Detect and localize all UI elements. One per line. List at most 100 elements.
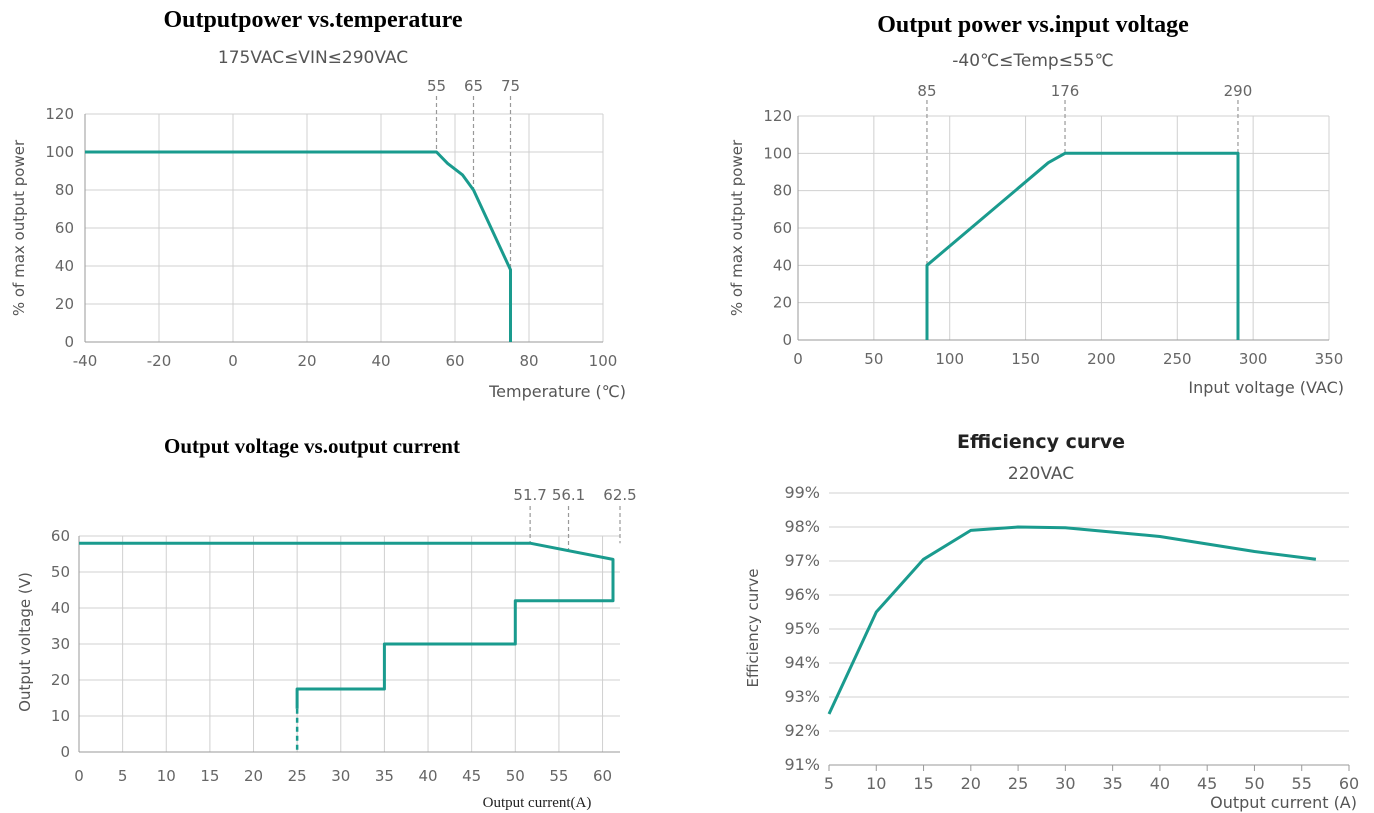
x-tick-label: 0: [228, 352, 238, 370]
y-tick-label: 0: [60, 743, 70, 761]
x-tick-label: 35: [1102, 774, 1122, 793]
x-tick-label: 50: [1244, 774, 1264, 793]
threshold-marker-label: 56.1: [552, 486, 585, 504]
y-tick-label: 98%: [784, 517, 820, 536]
threshold-marker-label: 55: [427, 77, 446, 95]
x-tick-label: 350: [1315, 350, 1344, 368]
x-tick-label: 100: [935, 350, 964, 368]
threshold-marker-label: 65: [464, 77, 483, 95]
threshold-marker-label: 176: [1051, 82, 1080, 100]
series-line: [79, 541, 615, 709]
y-axis-label: % of max output power: [728, 139, 746, 316]
x-tick-label: 40: [418, 767, 437, 785]
y-tick-label: 95%: [784, 619, 820, 638]
y-tick-label: 93%: [784, 687, 820, 706]
x-tick-label: 10: [157, 767, 176, 785]
x-tick-label: 55: [1292, 774, 1312, 793]
y-axis-label: Efficiency curve: [744, 568, 762, 687]
y-tick-label: 100: [45, 143, 74, 161]
x-tick-label: 50: [506, 767, 525, 785]
y-tick-label: 20: [773, 294, 792, 312]
x-tick-label: 40: [1150, 774, 1170, 793]
y-tick-label: 40: [51, 599, 70, 617]
series-line: [925, 151, 1240, 340]
x-tick-label: -40: [73, 352, 98, 370]
x-tick-label: 60: [1339, 774, 1359, 793]
x-tick-label: 0: [74, 767, 84, 785]
x-tick-label: 30: [331, 767, 350, 785]
series-line: [827, 525, 1317, 715]
y-tick-label: 94%: [784, 653, 820, 672]
y-tick-label: 0: [64, 333, 74, 351]
y-tick-label: 99%: [784, 483, 820, 502]
y-tick-label: 97%: [784, 551, 820, 570]
x-tick-label: 300: [1239, 350, 1268, 368]
x-tick-label: 25: [1008, 774, 1028, 793]
x-tick-label: -20: [147, 352, 172, 370]
y-tick-label: 60: [55, 219, 74, 237]
x-tick-label: 80: [519, 352, 538, 370]
x-tick-label: 50: [864, 350, 883, 368]
y-tick-label: 60: [773, 219, 792, 237]
x-tick-label: 5: [118, 767, 128, 785]
y-tick-label: 120: [763, 107, 792, 125]
y-axis-label: Output voltage (V): [16, 572, 34, 712]
y-tick-label: 50: [51, 563, 70, 581]
x-tick-label: 15: [913, 774, 933, 793]
x-tick-label: 25: [288, 767, 307, 785]
x-tick-label: 20: [297, 352, 316, 370]
x-tick-label: 250: [1163, 350, 1192, 368]
x-tick-label: 40: [371, 352, 390, 370]
x-tick-label: 30: [1055, 774, 1075, 793]
chart-eff: Efficiency curve 220VAC 91% 92% 93% 94% 95% 96%…: [744, 431, 1359, 812]
threshold-marker-label: 62.5: [603, 486, 636, 504]
chart-title: Output voltage vs.output current: [164, 434, 460, 458]
x-axis-label: Temperature (℃): [488, 382, 626, 401]
x-tick-label: 20: [961, 774, 981, 793]
x-tick-label: 150: [1011, 350, 1040, 368]
y-tick-label: 40: [773, 256, 792, 274]
y-tick-label: 40: [55, 257, 74, 275]
y-tick-label: 20: [51, 671, 70, 689]
x-tick-label: 35: [375, 767, 394, 785]
x-tick-label: 45: [462, 767, 481, 785]
threshold-marker-label: 85: [917, 82, 936, 100]
y-tick-label: 100: [763, 144, 792, 162]
series-line: [85, 150, 512, 342]
chart-temp: Outputpower vs.temperature 175VAC≤VIN≤290…: [10, 7, 626, 401]
chart-title: Outputpower vs.temperature: [163, 7, 462, 33]
chart-subtitle: 175VAC≤VIN≤290VAC: [218, 48, 408, 68]
x-tick-label: 5: [824, 774, 834, 793]
x-tick-label: 10: [866, 774, 886, 793]
y-tick-label: 80: [773, 182, 792, 200]
chart-title: Efficiency curve: [957, 431, 1125, 453]
y-tick-label: 20: [55, 295, 74, 313]
threshold-marker-label: 290: [1224, 82, 1253, 100]
x-axis-label: Input voltage (VAC): [1188, 378, 1344, 397]
chart-subtitle: -40℃≤Temp≤55℃: [952, 51, 1113, 71]
y-tick-label: 96%: [784, 585, 820, 604]
x-axis-label: Output current(A): [483, 795, 592, 811]
chart-iout: Output voltage vs.output current 0 10 20 30 4…: [16, 434, 637, 811]
chart-subtitle: 220VAC: [1008, 464, 1074, 484]
chart-title: Output power vs.input voltage: [877, 12, 1189, 38]
y-tick-label: 60: [51, 527, 70, 545]
x-axis-label: Output current (A): [1210, 793, 1357, 812]
x-tick-label: 0: [793, 350, 803, 368]
x-tick-label: 60: [445, 352, 464, 370]
x-tick-label: 45: [1197, 774, 1217, 793]
x-tick-label: 55: [549, 767, 568, 785]
threshold-marker-label: 75: [501, 77, 520, 95]
y-tick-label: 120: [45, 105, 74, 123]
x-tick-label: 15: [200, 767, 219, 785]
y-tick-label: 92%: [784, 721, 820, 740]
y-tick-label: 0: [782, 331, 792, 349]
y-tick-label: 30: [51, 635, 70, 653]
y-tick-label: 80: [55, 181, 74, 199]
threshold-marker-label: 51.7: [513, 486, 546, 504]
y-tick-label: 10: [51, 707, 70, 725]
x-tick-label: 20: [244, 767, 263, 785]
x-tick-label: 100: [589, 352, 618, 370]
chart-vin: Output power vs.input voltage -40℃≤Temp≤5…: [728, 12, 1344, 397]
x-tick-label: 60: [593, 767, 612, 785]
